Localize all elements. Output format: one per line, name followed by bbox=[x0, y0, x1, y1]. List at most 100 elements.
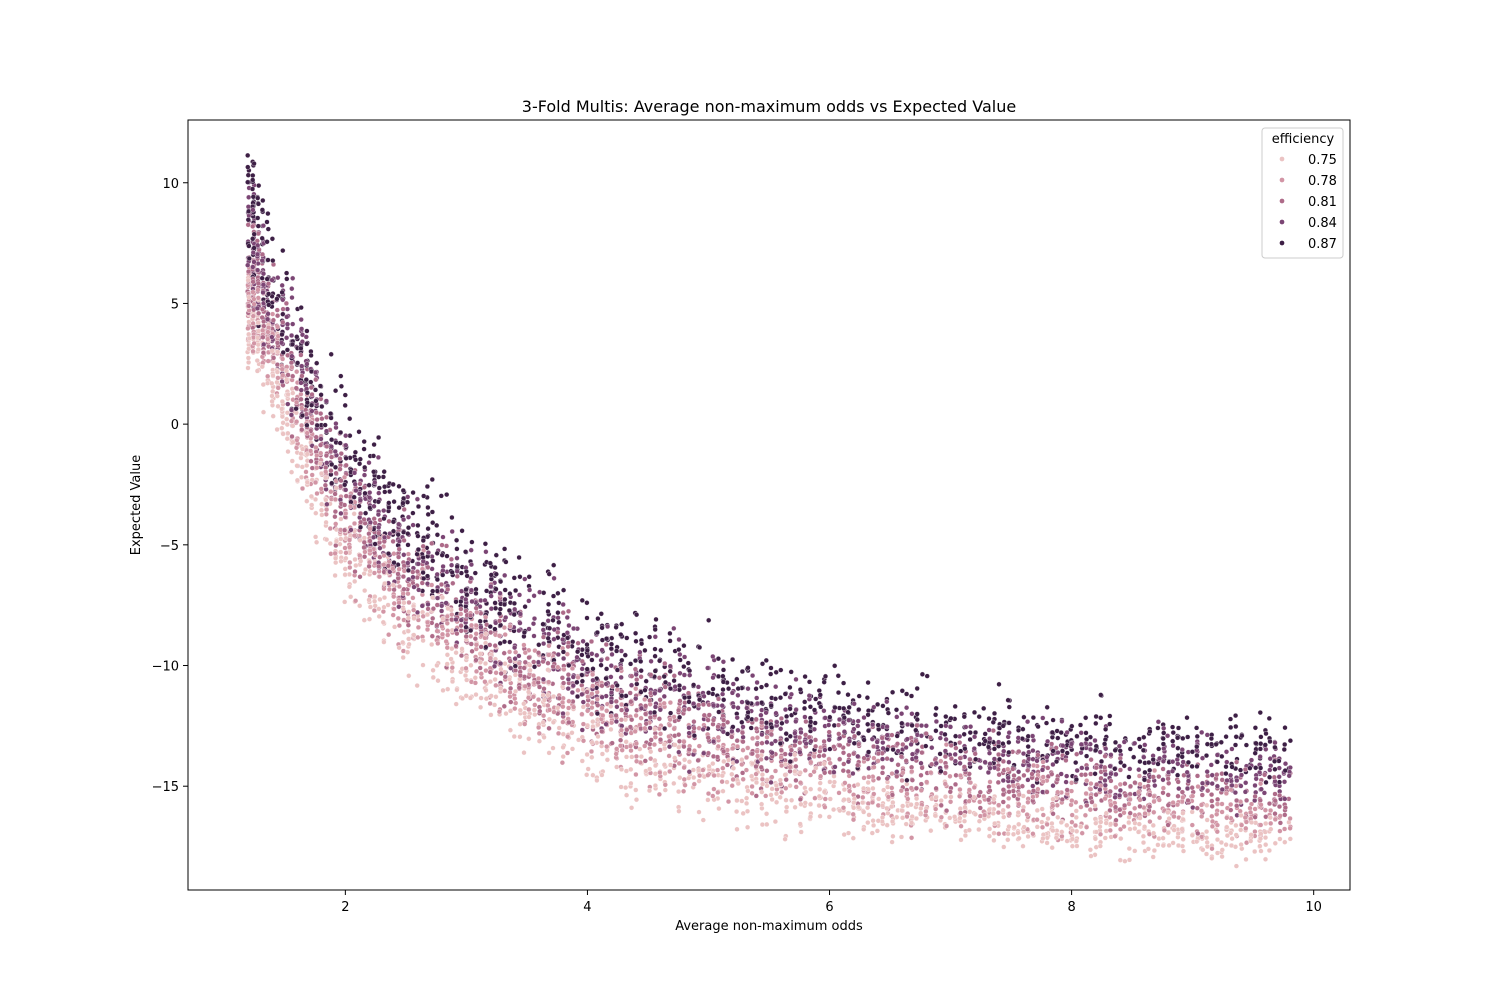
scatter-point-eff-0.75 bbox=[987, 826, 993, 832]
scatter-point-eff-0.84 bbox=[439, 608, 445, 614]
scatter-point-eff-0.87 bbox=[797, 687, 803, 693]
scatter-point-eff-0.84 bbox=[701, 750, 707, 756]
scatter-point-eff-0.84 bbox=[831, 769, 837, 775]
scatter-point-eff-0.84 bbox=[793, 718, 799, 724]
scatter-point-eff-0.78 bbox=[347, 544, 353, 550]
scatter-point-eff-0.87 bbox=[1006, 720, 1012, 726]
scatter-point-eff-0.87 bbox=[1160, 736, 1166, 742]
scatter-point-eff-0.87 bbox=[507, 591, 513, 597]
scatter-point-eff-0.78 bbox=[353, 598, 359, 604]
scatter-point-eff-0.75 bbox=[381, 595, 388, 601]
scatter-point-eff-0.84 bbox=[793, 707, 799, 713]
scatter-point-eff-0.81 bbox=[439, 542, 445, 548]
scatter-point-eff-0.87 bbox=[502, 587, 508, 593]
scatter-point-eff-0.84 bbox=[260, 271, 267, 277]
scatter-point-eff-0.75 bbox=[1272, 840, 1278, 846]
scatter-point-eff-0.81 bbox=[1074, 751, 1080, 757]
scatter-point-eff-0.78 bbox=[439, 624, 445, 630]
scatter-point-eff-0.84 bbox=[1142, 742, 1148, 748]
scatter-point-eff-0.81 bbox=[1025, 767, 1031, 773]
scatter-point-eff-0.78 bbox=[536, 730, 542, 736]
scatter-point-eff-0.75 bbox=[1224, 824, 1230, 830]
scatter-point-eff-0.75 bbox=[1058, 819, 1064, 825]
scatter-point-eff-0.75 bbox=[696, 778, 702, 784]
scatter-point-eff-0.84 bbox=[687, 672, 693, 678]
scatter-point-eff-0.75 bbox=[585, 766, 591, 772]
scatter-point-eff-0.81 bbox=[498, 670, 504, 677]
scatter-point-eff-0.78 bbox=[1050, 803, 1056, 809]
scatter-point-eff-0.75 bbox=[1170, 840, 1176, 846]
scatter-point-eff-0.84 bbox=[1092, 737, 1098, 744]
scatter-point-eff-0.84 bbox=[904, 705, 910, 711]
scatter-point-eff-0.75 bbox=[1093, 829, 1099, 835]
scatter-point-eff-0.81 bbox=[1209, 792, 1215, 798]
scatter-point-eff-0.75 bbox=[865, 779, 871, 786]
scatter-point-eff-0.78 bbox=[303, 469, 309, 475]
scatter-point-eff-0.87 bbox=[363, 510, 369, 516]
scatter-point-eff-0.75 bbox=[1127, 826, 1133, 832]
scatter-point-eff-0.81 bbox=[841, 761, 847, 767]
scatter-point-eff-0.84 bbox=[526, 598, 532, 604]
scatter-point-eff-0.75 bbox=[1016, 821, 1022, 827]
scatter-point-eff-0.75 bbox=[889, 839, 895, 845]
scatter-point-eff-0.75 bbox=[841, 787, 847, 793]
scatter-point-eff-0.84 bbox=[333, 421, 339, 427]
scatter-point-eff-0.78 bbox=[1108, 802, 1114, 808]
scatter-point-eff-0.81 bbox=[706, 702, 712, 708]
scatter-point-eff-0.78 bbox=[546, 652, 552, 658]
scatter-point-eff-0.81 bbox=[953, 772, 959, 778]
scatter-point-eff-0.75 bbox=[851, 800, 857, 806]
scatter-point-eff-0.84 bbox=[740, 734, 746, 740]
scatter-point-eff-0.78 bbox=[380, 609, 386, 615]
scatter-point-eff-0.87 bbox=[948, 715, 954, 721]
scatter-point-eff-0.75 bbox=[299, 464, 305, 470]
scatter-point-eff-0.81 bbox=[695, 757, 701, 763]
scatter-point-eff-0.87 bbox=[420, 570, 426, 576]
scatter-point-eff-0.87 bbox=[1175, 735, 1181, 741]
scatter-point-eff-0.75 bbox=[560, 754, 566, 760]
scatter-point-eff-0.81 bbox=[677, 698, 683, 704]
scatter-point-eff-0.81 bbox=[429, 540, 435, 546]
scatter-point-eff-0.87 bbox=[1239, 733, 1245, 739]
scatter-point-eff-0.78 bbox=[924, 779, 930, 785]
scatter-point-eff-0.84 bbox=[648, 658, 654, 664]
scatter-point-eff-0.78 bbox=[779, 763, 785, 769]
scatter-point-eff-0.75 bbox=[392, 624, 398, 630]
scatter-point-eff-0.75 bbox=[869, 830, 875, 836]
scatter-point-eff-0.81 bbox=[391, 587, 397, 593]
scatter-point-eff-0.75 bbox=[468, 662, 474, 668]
scatter-point-eff-0.84 bbox=[986, 750, 993, 756]
scatter-point-eff-0.81 bbox=[280, 319, 286, 325]
scatter-point-eff-0.87 bbox=[1142, 769, 1148, 775]
scatter-point-eff-0.75 bbox=[380, 619, 386, 625]
scatter-point-eff-0.78 bbox=[288, 418, 295, 424]
scatter-point-eff-0.78 bbox=[594, 689, 600, 695]
scatter-point-eff-0.78 bbox=[1157, 815, 1163, 821]
scatter-point-eff-0.75 bbox=[478, 704, 484, 710]
scatter-point-eff-0.87 bbox=[256, 183, 262, 189]
scatter-point-eff-0.81 bbox=[691, 719, 697, 725]
scatter-point-eff-0.87 bbox=[357, 456, 363, 462]
scatter-point-eff-0.87 bbox=[604, 666, 610, 672]
scatter-point-eff-0.87 bbox=[376, 485, 382, 491]
scatter-point-eff-0.78 bbox=[294, 399, 300, 405]
scatter-point-eff-0.81 bbox=[1175, 779, 1181, 785]
scatter-point-eff-0.75 bbox=[719, 773, 725, 779]
scatter-point-eff-0.87 bbox=[430, 588, 436, 594]
scatter-point-eff-0.75 bbox=[871, 822, 877, 828]
scatter-point-eff-0.78 bbox=[391, 606, 397, 612]
scatter-point-eff-0.75 bbox=[290, 390, 296, 396]
scatter-point-eff-0.87 bbox=[386, 504, 392, 511]
scatter-point-eff-0.78 bbox=[463, 665, 469, 671]
scatter-point-eff-0.78 bbox=[473, 642, 480, 648]
scatter-point-eff-0.78 bbox=[571, 704, 577, 710]
scatter-point-eff-0.75 bbox=[1243, 856, 1249, 862]
scatter-point-eff-0.87 bbox=[264, 239, 270, 245]
scatter-point-eff-0.78 bbox=[458, 611, 464, 617]
scatter-point-eff-0.81 bbox=[714, 754, 721, 760]
scatter-point-eff-0.87 bbox=[914, 717, 920, 723]
scatter-point-eff-0.75 bbox=[1277, 836, 1283, 842]
scatter-point-eff-0.78 bbox=[1088, 781, 1094, 787]
scatter-point-eff-0.78 bbox=[793, 757, 799, 763]
scatter-point-eff-0.84 bbox=[1040, 789, 1046, 795]
